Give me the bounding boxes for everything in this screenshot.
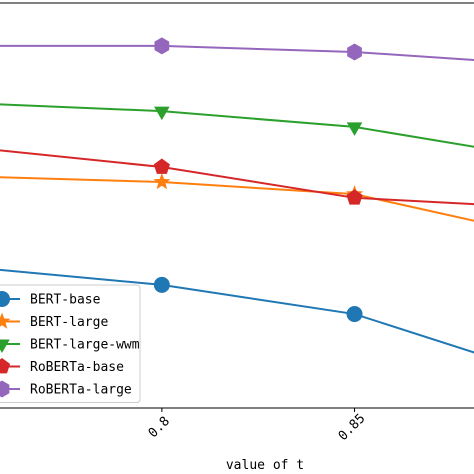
- series-line: [0, 44, 474, 62]
- series-line: [0, 176, 474, 222]
- legend-label: RoBERTa-large: [30, 383, 132, 398]
- marker: [346, 306, 363, 323]
- marker: [346, 122, 363, 136]
- legend-label: BERT-large: [30, 315, 108, 330]
- series-line: [0, 268, 474, 354]
- marker: [347, 43, 362, 61]
- legend-label: BERT-large-wwm: [30, 338, 140, 353]
- marker: [153, 173, 171, 190]
- legend-marker: [0, 358, 11, 374]
- plot-area: [0, 37, 474, 354]
- legend-marker: [0, 312, 11, 329]
- legend-marker: [0, 380, 10, 398]
- marker: [153, 158, 170, 174]
- x-axis-label: value of t: [226, 458, 304, 473]
- legend: BERT-base BERT-large BERT-large-wwm RoBERTa…: [0, 284, 141, 403]
- series-line: [0, 103, 474, 148]
- legend-marker: [0, 339, 10, 353]
- legend-label: RoBERTa-base: [30, 360, 124, 375]
- axes-frame: [0, 2, 474, 409]
- marker: [153, 276, 170, 293]
- marker: [154, 106, 170, 121]
- marker: [154, 37, 170, 55]
- legend-box: [0, 284, 141, 403]
- series-line: [0, 149, 474, 206]
- legend-marker: [0, 291, 10, 307]
- legend-label: BERT-base: [30, 293, 101, 308]
- marker: [346, 189, 363, 205]
